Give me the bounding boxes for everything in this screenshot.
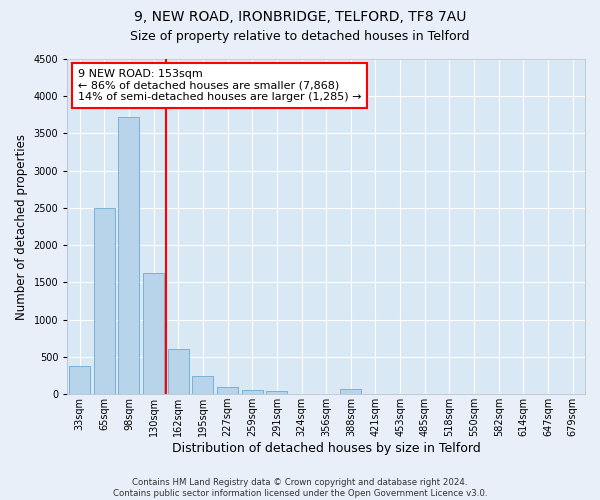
Bar [143, 273, 164, 394]
Bar [242, 390, 263, 394]
Text: Size of property relative to detached houses in Telford: Size of property relative to detached ho… [130, 30, 470, 43]
Bar [168, 350, 189, 394]
Text: 9, NEW ROAD, IRONBRIDGE, TELFORD, TF8 7AU: 9, NEW ROAD, IRONBRIDGE, TELFORD, TF8 7A… [134, 10, 466, 24]
Bar [217, 386, 238, 394]
Bar [94, 208, 115, 394]
Text: 9 NEW ROAD: 153sqm
← 86% of detached houses are smaller (7,868)
14% of semi-deta: 9 NEW ROAD: 153sqm ← 86% of detached hou… [77, 69, 361, 102]
X-axis label: Distribution of detached houses by size in Telford: Distribution of detached houses by size … [172, 442, 481, 455]
Bar [118, 117, 139, 394]
Y-axis label: Number of detached properties: Number of detached properties [15, 134, 28, 320]
Text: Contains HM Land Registry data © Crown copyright and database right 2024.
Contai: Contains HM Land Registry data © Crown c… [113, 478, 487, 498]
Bar [193, 376, 214, 394]
Bar [69, 366, 90, 394]
Bar [266, 391, 287, 394]
Bar [340, 390, 361, 394]
